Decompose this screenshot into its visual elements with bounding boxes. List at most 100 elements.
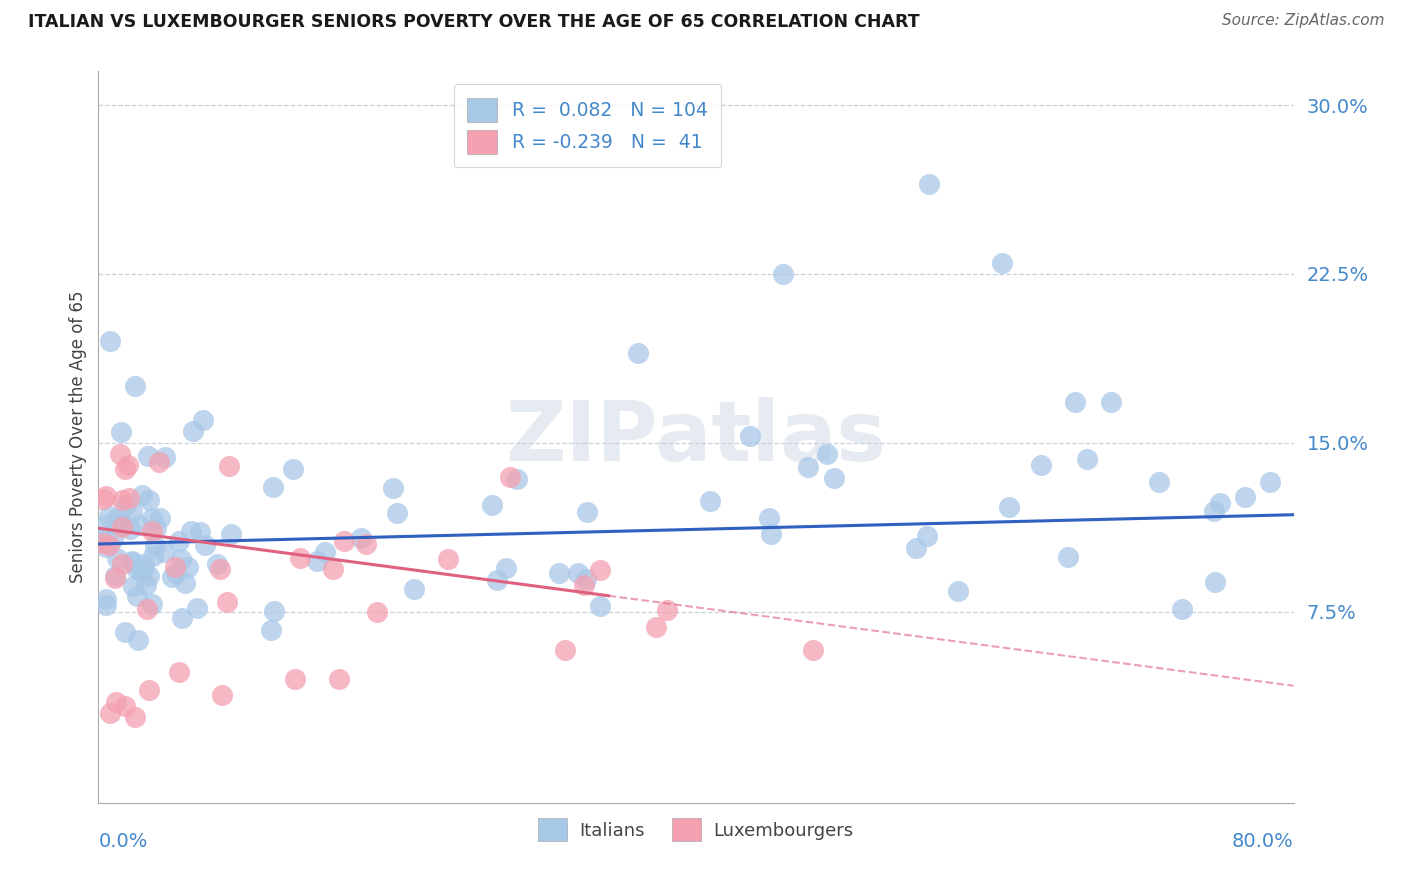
Point xyxy=(193,413,215,427)
Point xyxy=(186,600,208,615)
Point xyxy=(122,579,145,593)
Point xyxy=(142,549,165,564)
Point xyxy=(97,538,120,552)
Point xyxy=(314,545,336,559)
Point xyxy=(138,683,160,698)
Point xyxy=(1258,475,1281,490)
Point xyxy=(111,520,134,534)
Point xyxy=(946,583,969,598)
Point xyxy=(101,533,124,547)
Point xyxy=(1099,395,1122,409)
Point xyxy=(98,334,121,349)
Legend: Italians, Luxembourgers: Italians, Luxembourgers xyxy=(531,811,860,848)
Point xyxy=(1204,575,1226,590)
Point xyxy=(98,706,121,720)
Point xyxy=(589,563,612,577)
Point xyxy=(328,672,350,686)
Point xyxy=(772,267,794,281)
Point xyxy=(796,459,818,474)
Point xyxy=(132,562,155,576)
Point xyxy=(94,489,117,503)
Point xyxy=(1171,602,1194,616)
Point xyxy=(153,545,176,559)
Point xyxy=(1029,458,1052,472)
Point xyxy=(194,538,217,552)
Point xyxy=(94,518,117,533)
Point xyxy=(118,491,141,506)
Point xyxy=(124,379,146,393)
Point xyxy=(124,710,146,724)
Point xyxy=(128,517,150,532)
Point xyxy=(211,688,233,702)
Point xyxy=(91,536,114,550)
Point xyxy=(1076,452,1098,467)
Point xyxy=(801,642,824,657)
Point xyxy=(121,554,143,568)
Point xyxy=(506,472,529,486)
Point xyxy=(97,508,120,523)
Point xyxy=(131,488,153,502)
Point xyxy=(114,625,136,640)
Point xyxy=(107,550,129,565)
Point xyxy=(485,573,508,587)
Point xyxy=(554,642,576,657)
Point xyxy=(94,599,117,613)
Text: Source: ZipAtlas.com: Source: ZipAtlas.com xyxy=(1222,13,1385,29)
Point xyxy=(575,505,598,519)
Point xyxy=(567,566,589,580)
Point xyxy=(436,552,458,566)
Point xyxy=(759,527,782,541)
Point xyxy=(572,577,595,591)
Point xyxy=(998,500,1021,514)
Point xyxy=(260,624,283,638)
Point xyxy=(181,425,204,439)
Text: ZIPatlas: ZIPatlas xyxy=(506,397,886,477)
Point xyxy=(1057,550,1080,565)
Point xyxy=(104,694,127,708)
Y-axis label: Seniors Poverty Over the Age of 65: Seniors Poverty Over the Age of 65 xyxy=(69,291,87,583)
Point xyxy=(991,255,1014,269)
Point xyxy=(657,603,679,617)
Point xyxy=(699,494,721,508)
Point xyxy=(127,590,149,604)
Point xyxy=(135,601,157,615)
Point xyxy=(134,557,156,571)
Point xyxy=(120,522,142,536)
Point xyxy=(174,575,197,590)
Point xyxy=(94,536,117,550)
Point xyxy=(127,632,149,647)
Point xyxy=(188,525,211,540)
Point xyxy=(366,605,388,619)
Point xyxy=(263,604,285,618)
Point xyxy=(149,511,172,525)
Point xyxy=(94,540,117,554)
Point xyxy=(165,560,187,574)
Point xyxy=(110,492,132,507)
Point xyxy=(218,458,240,473)
Point xyxy=(141,597,163,611)
Point xyxy=(136,449,159,463)
Point xyxy=(141,511,163,525)
Text: 80.0%: 80.0% xyxy=(1232,832,1294,851)
Point xyxy=(104,512,127,526)
Point xyxy=(283,461,305,475)
Point xyxy=(160,570,183,584)
Point xyxy=(121,505,143,519)
Point xyxy=(115,498,138,512)
Point xyxy=(499,470,522,484)
Point xyxy=(131,564,153,578)
Point xyxy=(138,492,160,507)
Text: 0.0%: 0.0% xyxy=(98,832,148,851)
Point xyxy=(143,539,166,553)
Point xyxy=(823,471,845,485)
Point xyxy=(167,665,190,680)
Point xyxy=(1147,475,1170,489)
Point xyxy=(135,578,157,592)
Point xyxy=(905,541,928,555)
Point xyxy=(219,527,242,541)
Point xyxy=(758,511,780,525)
Point xyxy=(284,672,307,686)
Point xyxy=(114,699,136,714)
Point xyxy=(209,562,232,576)
Point xyxy=(205,558,228,572)
